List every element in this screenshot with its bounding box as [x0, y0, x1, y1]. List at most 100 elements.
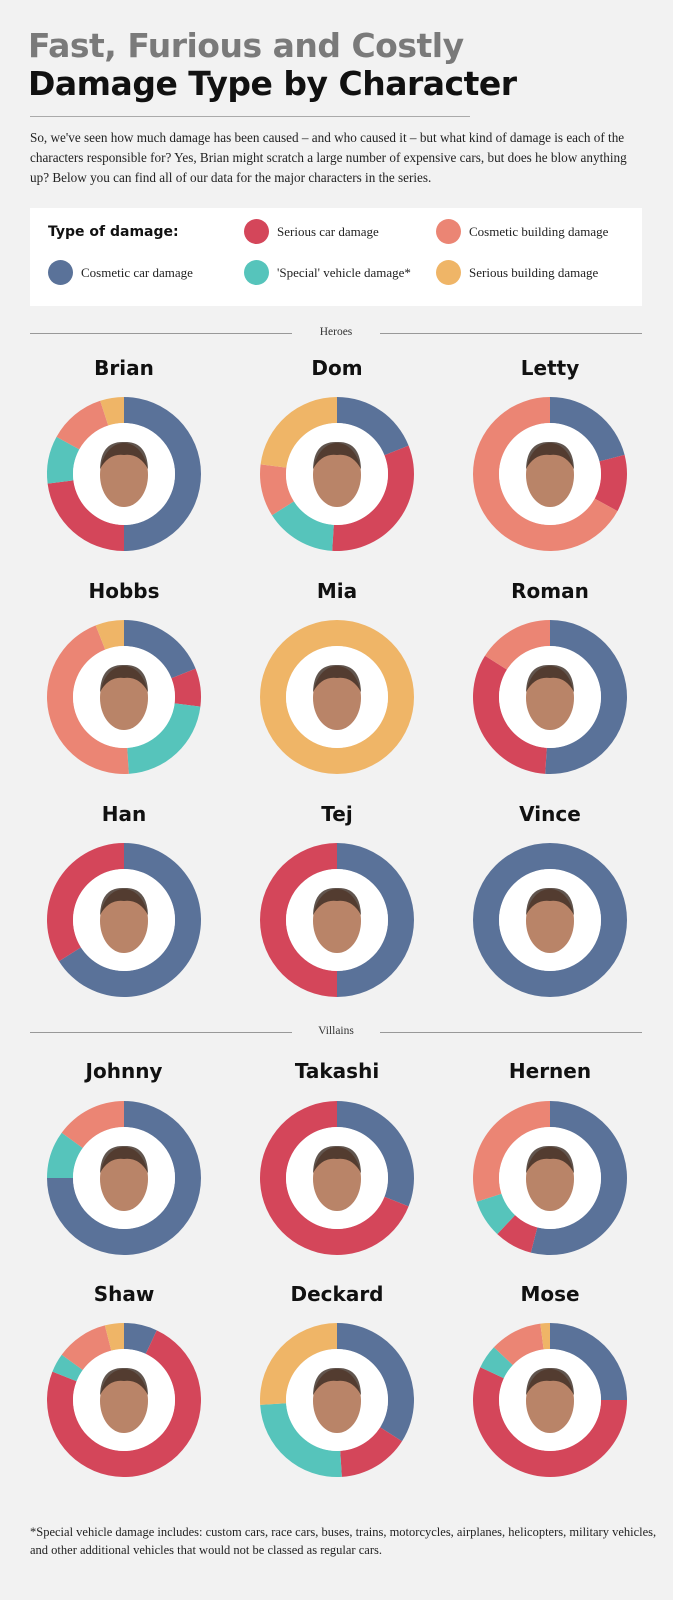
intro-text: So, we've seen how much damage has been …: [30, 130, 627, 185]
donut-johnny: [47, 1101, 201, 1255]
slice-cosmetic-car-damage: [337, 397, 409, 456]
slice-cosmetic-car-damage: [550, 397, 625, 462]
portrait-photo: [313, 1369, 361, 1433]
slice-cosmetic-building-damage: [484, 620, 550, 670]
slice-cosmetic-building-damage: [47, 625, 129, 774]
portrait-hair: [313, 1145, 361, 1173]
legend-item-cosmetic-car: Cosmetic car damage: [48, 260, 193, 285]
slice-special-vehicle-damage: [260, 1403, 342, 1477]
legend-label: Serious building damage: [469, 264, 599, 280]
slice-cosmetic-building-damage: [493, 1323, 544, 1366]
portrait-hair: [313, 887, 361, 915]
portrait-hair: [313, 1367, 361, 1395]
title-line1: Fast, Furious and Costly: [28, 26, 464, 65]
legend-swatch: [244, 219, 269, 244]
slice-serious-car-damage: [594, 454, 627, 512]
donut-mia: [260, 620, 414, 774]
slice-serious-building-damage: [540, 1323, 550, 1350]
legend-swatch: [244, 260, 269, 285]
section-label: Villains: [318, 1025, 354, 1037]
donut-shaw: [46, 1323, 201, 1477]
page-title: Damage Type by Character: [28, 64, 517, 103]
slice-special-vehicle-damage: [271, 501, 334, 551]
slice-special-vehicle-damage: [476, 1193, 516, 1235]
portrait-photo: [100, 889, 148, 953]
legend-item-serious-building: Serious building damage: [436, 260, 598, 285]
donut-letty: [473, 397, 627, 551]
slice-serious-car-damage: [260, 1101, 409, 1255]
portrait-photo: [100, 1369, 148, 1433]
slice-cosmetic-car-damage: [47, 1101, 201, 1255]
legend-item-serious-car: Serious car damage: [244, 219, 379, 244]
portrait-hair: [526, 441, 574, 469]
character-name-shaw: Shaw: [93, 1282, 155, 1306]
character-name-mia: Mia: [316, 579, 358, 603]
slice-serious-car-damage: [497, 1215, 538, 1253]
slice-cosmetic-car-damage: [530, 1101, 627, 1255]
section-villains: Villains: [30, 1025, 642, 1039]
donut-han: [47, 843, 201, 997]
character-name-takashi: Takashi: [294, 1059, 380, 1083]
portrait-hair: [100, 887, 148, 915]
portrait-photo: [526, 1369, 574, 1433]
donut-dom: [260, 397, 414, 551]
legend-label: 'Special' vehicle damage*: [277, 264, 411, 280]
portrait-photo: [313, 889, 361, 953]
slice-serious-car-damage: [171, 668, 202, 707]
slice-serious-car-damage: [46, 1330, 201, 1477]
donut-hobbs: [47, 620, 202, 774]
portrait-hair: [526, 664, 574, 692]
slice-cosmetic-car-damage: [124, 1323, 157, 1354]
slice-serious-building-damage: [260, 397, 337, 468]
slice-cosmetic-building-damage: [473, 397, 618, 551]
section-label: Heroes: [319, 326, 353, 338]
character-name-mose: Mose: [520, 1282, 580, 1306]
slice-serious-building-damage: [104, 1323, 124, 1351]
portrait-hair: [526, 1367, 574, 1395]
slice-cosmetic-car-damage: [473, 843, 627, 997]
slice-serious-car-damage: [47, 480, 124, 551]
slice-cosmetic-car-damage: [550, 1323, 627, 1400]
donut-deckard: [260, 1323, 414, 1477]
slice-cosmetic-building-damage: [61, 1101, 124, 1149]
donut-brian: [47, 397, 201, 551]
slice-special-vehicle-damage: [47, 1132, 83, 1178]
character-name-letty: Letty: [520, 356, 580, 380]
portrait-photo: [313, 1147, 361, 1211]
character-name-hobbs: Hobbs: [88, 579, 160, 603]
character-name-roman: Roman: [511, 579, 589, 603]
portrait-hair: [100, 664, 148, 692]
portrait-hair: [313, 441, 361, 469]
legend-item-cosmetic-building: Cosmetic building damage: [436, 219, 608, 244]
legend-label: Cosmetic car damage: [81, 264, 193, 280]
slice-special-vehicle-damage: [52, 1354, 83, 1382]
slice-cosmetic-car-damage: [545, 620, 628, 774]
slice-serious-car-damage: [340, 1427, 403, 1477]
character-name-johnny: Johnny: [85, 1059, 163, 1083]
donut-mose: [473, 1323, 627, 1477]
portrait-photo: [526, 889, 574, 953]
portrait-photo: [313, 666, 361, 730]
portrait-photo: [313, 443, 361, 507]
legend-item-special-vehicle: 'Special' vehicle damage*: [244, 260, 411, 285]
donut-roman: [472, 620, 628, 774]
slice-serious-building-damage: [260, 1323, 337, 1405]
portrait-photo: [526, 666, 574, 730]
footnote: *Special vehicle damage includes: custom…: [30, 1525, 657, 1557]
slice-special-vehicle-damage: [47, 436, 80, 484]
legend-label: Serious car damage: [277, 223, 379, 239]
legend: Type of damage: Cosmetic car damage Seri…: [30, 208, 642, 306]
slice-special-vehicle-damage: [127, 703, 201, 774]
slice-cosmetic-car-damage: [337, 843, 414, 997]
slice-cosmetic-building-damage: [473, 1101, 550, 1202]
legend-title: Type of damage:: [48, 224, 179, 240]
slice-serious-building-damage: [95, 620, 124, 650]
character-name-tej: Tej: [321, 802, 353, 826]
character-name-han: Han: [101, 802, 147, 826]
slice-cosmetic-building-damage: [61, 1325, 112, 1371]
slice-serious-car-damage: [47, 843, 125, 962]
slice-serious-car-damage: [472, 655, 547, 774]
slice-serious-car-damage: [473, 1367, 627, 1477]
portrait-photo: [100, 443, 148, 507]
